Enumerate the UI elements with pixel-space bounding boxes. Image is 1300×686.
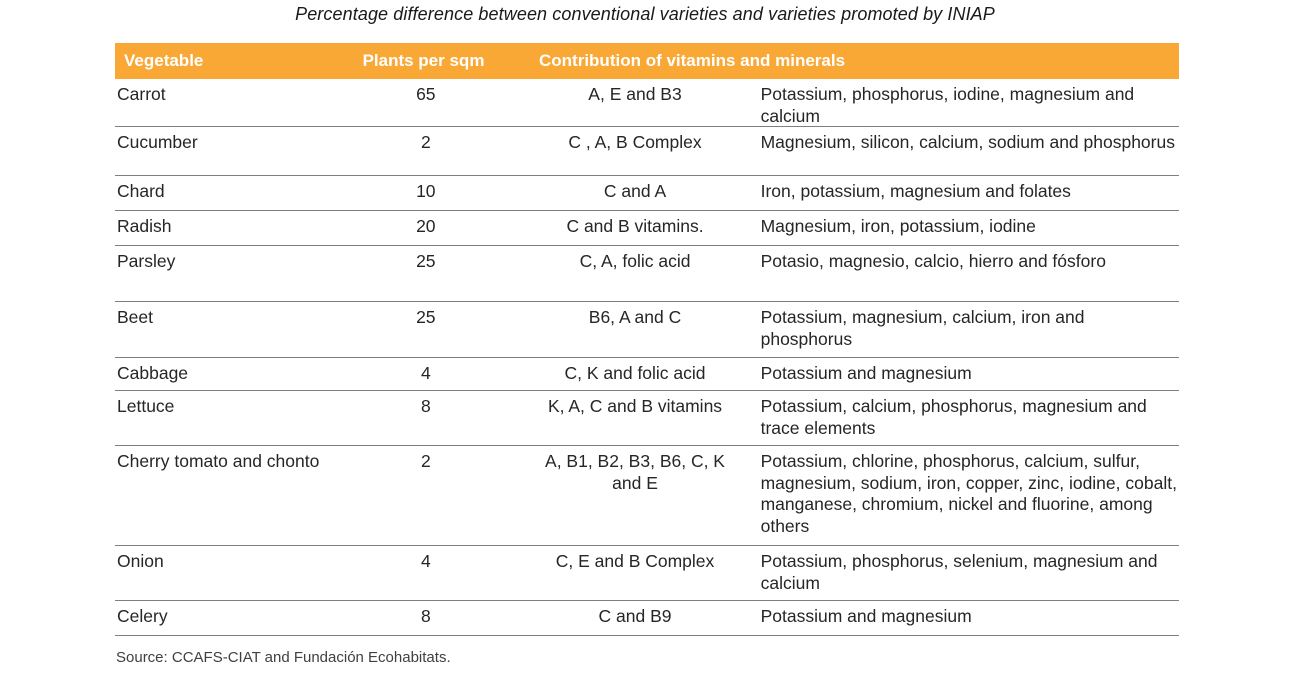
header-plants-per-sqm: Plants per sqm [362, 51, 485, 70]
table-row: Cucumber 2 C , A, B Complex Magnesium, sili… [115, 127, 1179, 176]
table-subtitle: Percentage difference between convention… [295, 4, 995, 24]
header-contribution: Contribution of vitamins and minerals [539, 51, 846, 70]
cell-vitamins: A, B1, B2, B3, B6, C, K and E [545, 451, 725, 493]
cell-vegetable: Onion [117, 551, 164, 571]
cell-vegetable: Lettuce [117, 396, 175, 416]
cell-vitamins: C, E and B Complex [555, 551, 715, 571]
cell-vegetable: Celery [117, 606, 168, 626]
cell-minerals: Magnesium, iron, potassium, iodine [760, 216, 1036, 236]
cell-plants-per-sqm: 20 [416, 216, 436, 236]
cell-plants-per-sqm: 2 [420, 132, 431, 152]
table-row: Beet 25 B6, A and C Potassium, magnesium, c… [115, 302, 1179, 358]
source-note: Source: CCAFS-CIAT and Fundación Ecohabi… [116, 649, 451, 666]
cell-vitamins: C and B vitamins. [566, 216, 704, 236]
table-row: Lettuce 8 K, A, C and B vitamins Potassium,… [115, 391, 1179, 446]
cell-plants-per-sqm: 25 [416, 307, 436, 327]
table-row: Parsley 25 C, A, folic acid Potasio, magnes… [115, 246, 1179, 302]
table-row: Chard 10 C and A Iron, potassium, magnesium… [115, 176, 1179, 211]
cell-minerals: Magnesium, silicon, calcium, sodium and … [760, 132, 1175, 152]
table-row: Celery 8 C and B9 Potassium and magnesium [115, 601, 1179, 636]
cell-minerals: Potassium, chlorine, phosphorus, calcium… [760, 451, 1177, 536]
cell-vegetable: Carrot [117, 84, 166, 104]
cell-plants-per-sqm: 4 [420, 551, 431, 571]
table-header: Vegetable Plants per sqm Contribution of… [115, 43, 1179, 79]
cell-vegetable: Parsley [117, 251, 176, 271]
cell-minerals: Potassium, phosphorus, selenium, magnesi… [760, 551, 1158, 593]
cell-vegetable: Cabbage [117, 363, 189, 383]
cell-plants-per-sqm: 8 [420, 606, 431, 626]
cell-vegetable: Beet [117, 307, 153, 327]
cell-plants-per-sqm: 4 [420, 363, 431, 383]
cell-vitamins: C , A, B Complex [568, 132, 702, 152]
table-row: Cherry tomato and chonto 2 A, B1, B2, B3, … [115, 446, 1179, 546]
cell-vegetable: Cherry tomato and chonto [117, 451, 320, 471]
cell-plants-per-sqm: 10 [416, 181, 436, 201]
cell-vitamins: B6, A and C [588, 307, 682, 327]
cell-vitamins: C, A, folic acid [579, 251, 691, 271]
header-vegetable: Vegetable [124, 51, 204, 70]
cell-vitamins: A, E and B3 [588, 84, 682, 104]
cell-vegetable: Chard [117, 181, 165, 201]
table-row: Onion 4 C, E and B Complex Potassium, phosp… [115, 546, 1179, 601]
cell-vitamins: K, A, C and B vitamins [547, 396, 723, 416]
cell-vitamins: C and A [603, 181, 667, 201]
cell-minerals: Potassium, magnesium, calcium, iron and … [760, 307, 1085, 349]
table-row: Carrot 65 A, E and B3 Potassium, phosphorus… [115, 79, 1179, 127]
cell-plants-per-sqm: 25 [416, 251, 436, 271]
table-row: Cabbage 4 C, K and folic acid Potassium and… [115, 358, 1179, 391]
vegetables-table: Vegetable Plants per sqm Contribution of… [115, 43, 1179, 636]
cell-plants-per-sqm: 2 [420, 451, 431, 471]
cell-vitamins: C, K and folic acid [564, 363, 706, 383]
cell-minerals: Iron, potassium, magnesium and folates [760, 181, 1071, 201]
cell-plants-per-sqm: 8 [420, 396, 431, 416]
cell-minerals: Potassium, phosphorus, iodine, magnesium… [760, 84, 1135, 126]
cell-minerals: Potasio, magnesio, calcio, hierro and fó… [760, 251, 1106, 271]
table-body: Carrot 65 A, E and B3 Potassium, phosphorus… [115, 79, 1179, 636]
cell-vegetable: Cucumber [117, 132, 198, 152]
cell-minerals: Potassium and magnesium [760, 363, 972, 383]
cell-minerals: Potassium, calcium, phosphorus, magnesiu… [760, 396, 1147, 438]
cell-vitamins: C and B9 [598, 606, 672, 626]
cell-vegetable: Radish [117, 216, 172, 236]
cell-plants-per-sqm: 65 [416, 84, 436, 104]
table-row: Radish 20 C and B vitamins. Magnesium, iron… [115, 211, 1179, 246]
cell-minerals: Potassium and magnesium [760, 606, 972, 626]
